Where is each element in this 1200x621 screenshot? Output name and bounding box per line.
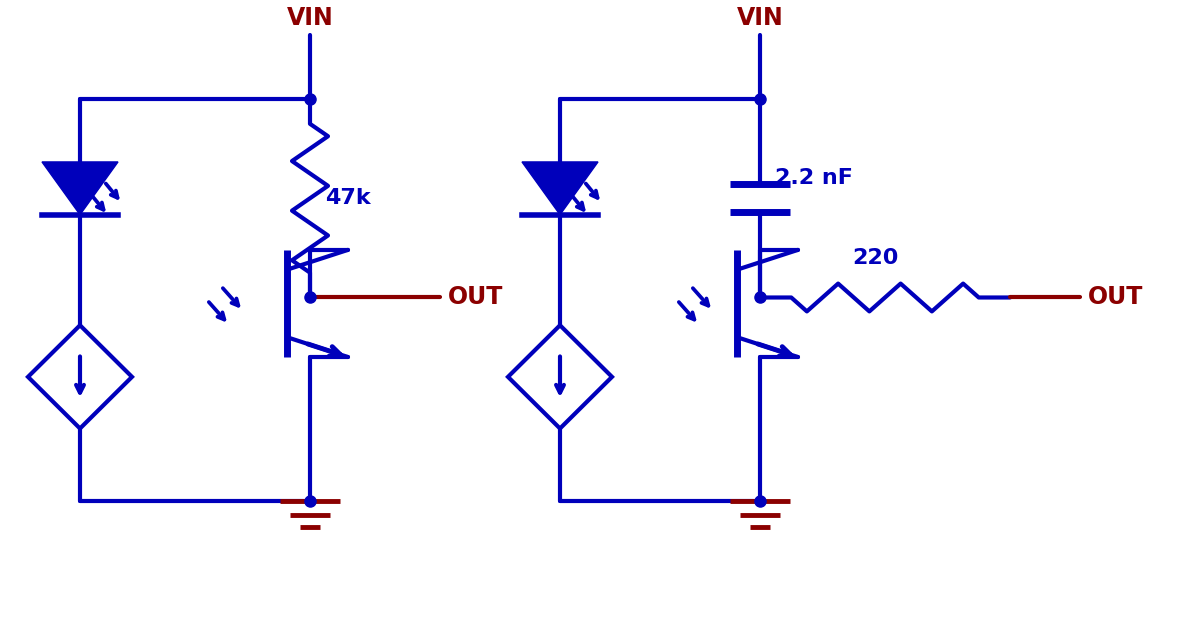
Text: VIN: VIN [287,6,334,30]
Polygon shape [42,162,118,215]
Text: OUT: OUT [448,286,503,309]
Polygon shape [522,162,598,215]
Text: 220: 220 [852,248,898,268]
Text: OUT: OUT [1088,286,1144,309]
Polygon shape [28,325,132,428]
Text: 47k: 47k [325,188,371,208]
Text: VIN: VIN [737,6,784,30]
Polygon shape [508,325,612,428]
Text: 2.2 nF: 2.2 nF [775,168,853,188]
